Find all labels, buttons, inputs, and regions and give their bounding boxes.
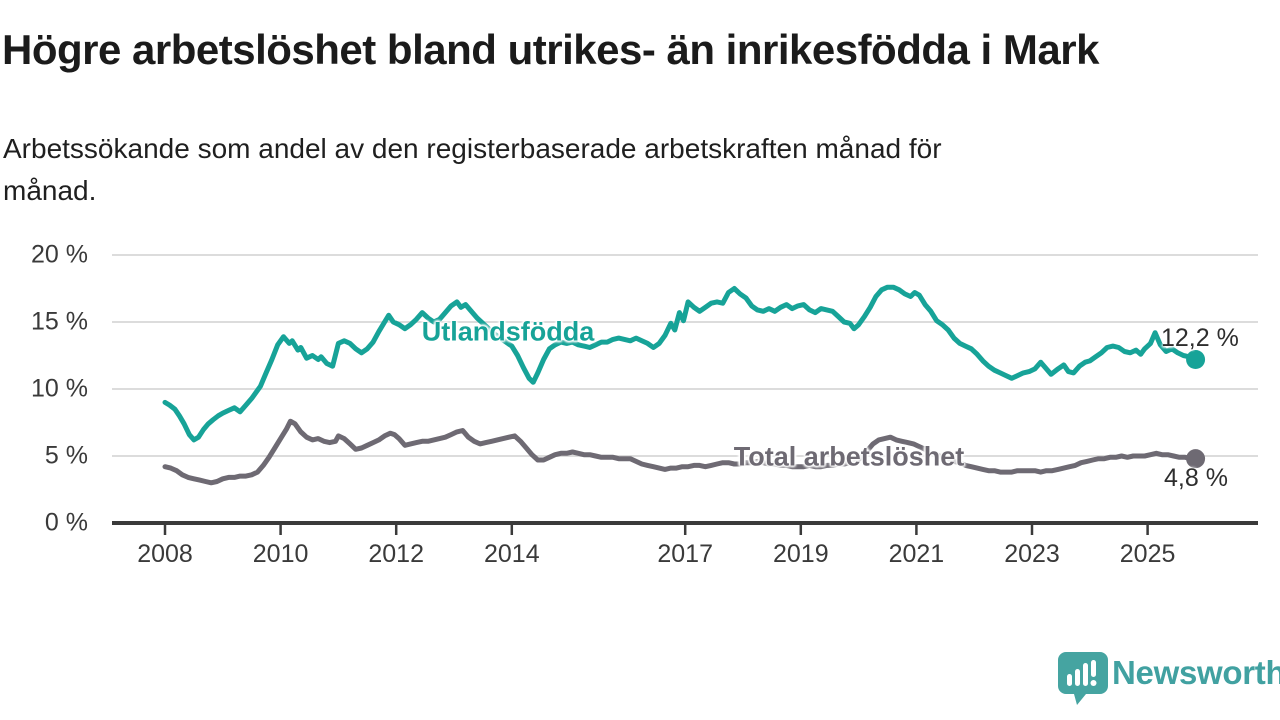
gridlines bbox=[112, 254, 1258, 457]
y-tick-label: 10 % bbox=[31, 374, 88, 403]
series-label-total-arbetsloshet: Total arbetslöshet bbox=[733, 441, 965, 472]
x-tick-label: 2014 bbox=[483, 540, 540, 568]
end-value-label-total: 4,8 % bbox=[1164, 464, 1228, 492]
x-tick-label: 2012 bbox=[368, 540, 424, 568]
x-axis bbox=[112, 521, 1258, 535]
series-end-dot-1 bbox=[1186, 449, 1206, 469]
x-tick-label: 2023 bbox=[1004, 540, 1060, 568]
end-value-label-utlandsfodda: 12,2 % bbox=[1161, 324, 1239, 352]
series-label-utlandsfodda: Utlandsfödda bbox=[421, 316, 595, 347]
x-tick-label: 2010 bbox=[252, 540, 309, 568]
series-end-dots bbox=[1186, 350, 1206, 469]
chart-subtitle: Arbetssökande som andel av den registerb… bbox=[3, 128, 1273, 212]
x-tick-label: 2019 bbox=[772, 540, 829, 568]
series-line-0 bbox=[162, 284, 1199, 443]
newsworthy-logo-text: Newsworthy bbox=[1112, 654, 1280, 691]
newsworthy-logo[interactable]: Newsworthy bbox=[1056, 650, 1280, 710]
y-tick-label: 20 % bbox=[31, 240, 88, 269]
x-tick-label: 2021 bbox=[888, 540, 945, 568]
newsworthy-logo-icon bbox=[1058, 652, 1108, 705]
y-tick-label: 5 % bbox=[44, 441, 88, 470]
series-end-dot-0 bbox=[1186, 350, 1206, 370]
series-line-1 bbox=[162, 418, 1199, 486]
y-tick-label: 0 % bbox=[44, 508, 88, 537]
series-lines bbox=[162, 284, 1199, 486]
x-tick-label: 2017 bbox=[657, 540, 713, 568]
x-tick-label: 2025 bbox=[1119, 540, 1176, 568]
y-tick-label: 15 % bbox=[31, 307, 88, 336]
chart-subtitle-line1: Arbetssökande som andel av den registerb… bbox=[3, 133, 942, 164]
page-title: Högre arbetslöshet bland utrikes- än inr… bbox=[2, 26, 1099, 73]
chart-subtitle-line2: månad. bbox=[3, 175, 97, 206]
x-tick-label: 2008 bbox=[137, 540, 193, 568]
